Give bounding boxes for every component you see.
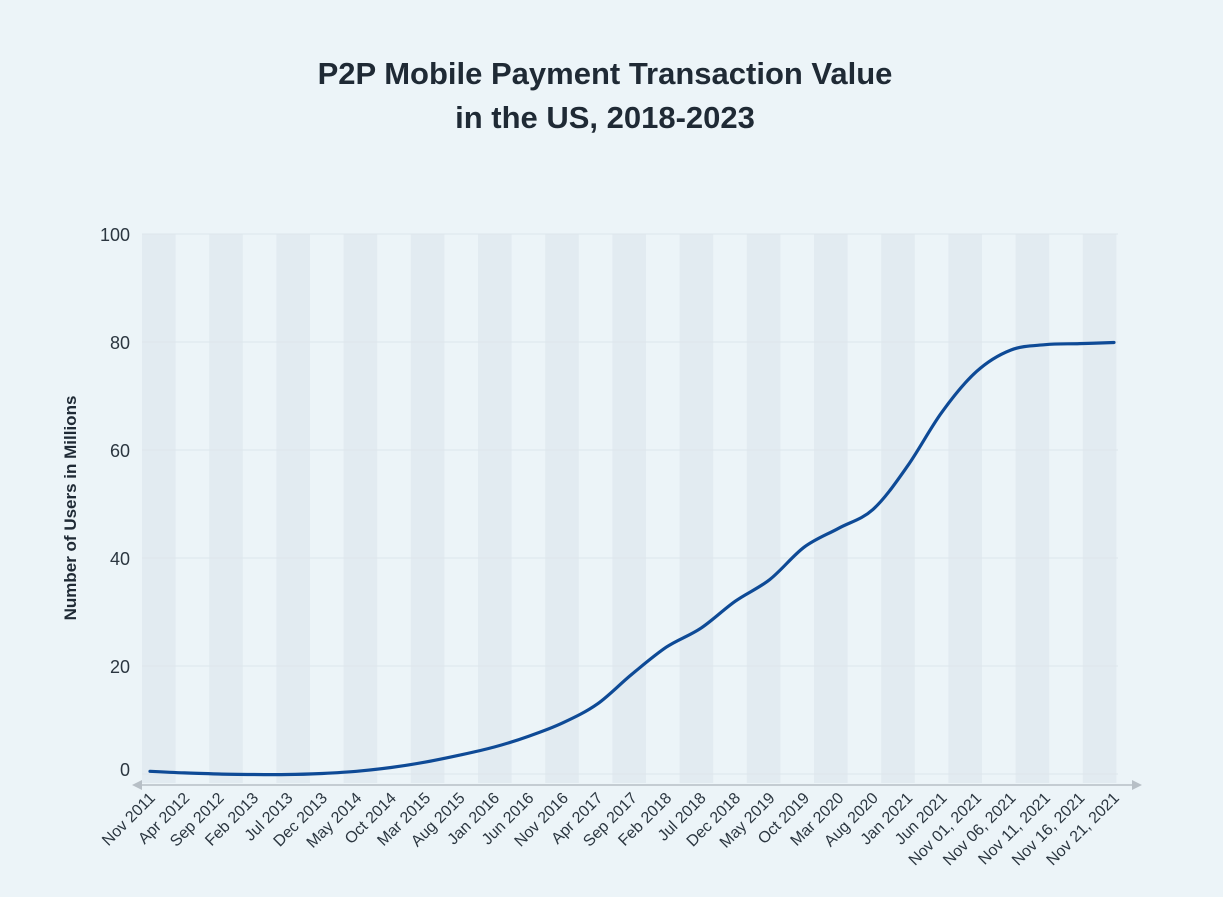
- background-band: [948, 234, 982, 783]
- x-axis-arrow-right: [1132, 780, 1142, 790]
- y-tick-label: 20: [110, 657, 130, 677]
- data-point: [1112, 341, 1116, 345]
- data-point: [389, 766, 393, 770]
- background-band: [881, 234, 915, 783]
- background-band: [814, 234, 848, 783]
- background-band: [1082, 234, 1117, 783]
- data-point: [664, 645, 668, 649]
- data-point: [286, 773, 290, 777]
- data-point: [1043, 343, 1047, 347]
- data-point: [1078, 342, 1082, 346]
- data-point: [871, 507, 875, 511]
- y-tick-label: 60: [110, 441, 130, 461]
- y-tick-label: 40: [110, 549, 130, 569]
- data-point: [561, 721, 565, 725]
- data-point: [940, 410, 944, 414]
- data-point: [905, 464, 909, 468]
- background-band: [746, 234, 781, 783]
- data-point: [148, 769, 152, 773]
- y-tick-labels: 0 20 40 60 80 100: [100, 225, 130, 780]
- data-point: [492, 745, 496, 749]
- background-band: [612, 234, 646, 783]
- data-point: [802, 545, 806, 549]
- data-point: [837, 526, 841, 530]
- data-point: [355, 769, 359, 773]
- chart-title-line-2: in the US, 2018-2023: [455, 100, 755, 135]
- y-axis-label: Number of Users in Millions: [61, 396, 80, 621]
- data-point: [217, 772, 221, 776]
- data-point: [527, 734, 531, 738]
- y-tick-label: 100: [100, 225, 130, 245]
- y-tick-label: 80: [110, 333, 130, 353]
- background-band: [545, 234, 579, 783]
- background-band: [410, 234, 445, 783]
- x-axis-arrow-left: [132, 780, 142, 790]
- data-point: [630, 672, 634, 676]
- data-point: [596, 702, 600, 706]
- y-tick-label: 0: [120, 760, 130, 780]
- background-band: [478, 234, 512, 783]
- background-band: [209, 234, 243, 783]
- data-point: [320, 771, 324, 775]
- data-point: [733, 599, 737, 603]
- background-band: [343, 234, 378, 783]
- data-point: [423, 760, 427, 764]
- data-point: [1009, 348, 1013, 352]
- series-line: [148, 340, 1116, 777]
- data-point: [768, 578, 772, 582]
- data-point: [974, 370, 978, 374]
- background-band: [1015, 234, 1050, 783]
- background-band: [679, 234, 714, 783]
- background-bands: [142, 234, 1117, 783]
- data-point: [458, 753, 462, 757]
- axes: [132, 780, 1142, 790]
- background-band: [142, 234, 176, 783]
- data-point: [182, 771, 186, 775]
- chart-title: P2P Mobile Payment Transaction Value in …: [0, 52, 1210, 140]
- data-point: [251, 773, 255, 777]
- chart-title-line-1: P2P Mobile Payment Transaction Value: [317, 56, 893, 91]
- data-point: [699, 626, 703, 630]
- background-band: [276, 234, 310, 783]
